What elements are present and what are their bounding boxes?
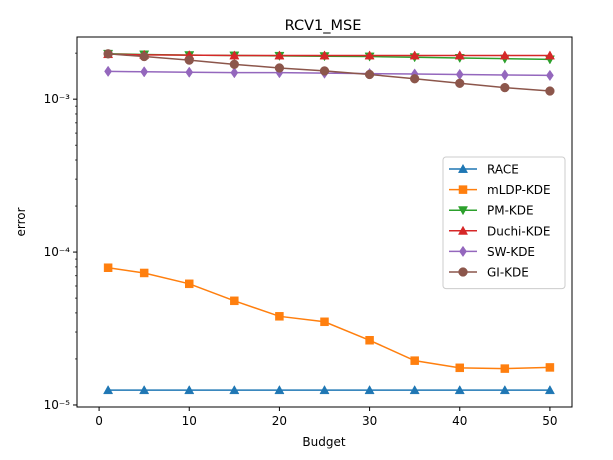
x-axis-label: Budget [302, 435, 345, 449]
data-point [230, 296, 239, 306]
x-tick-label: 30 [362, 414, 377, 428]
data-point [274, 63, 285, 73]
data-point [500, 82, 510, 93]
y-tick-label: 10⁻³ [44, 92, 71, 106]
legend-item: GI-KDE [449, 266, 529, 280]
data-point [185, 279, 194, 289]
data-point [185, 66, 194, 78]
data-point [229, 50, 240, 60]
x-tick-label: 40 [452, 414, 467, 428]
series-line [108, 53, 550, 57]
legend-marker [459, 245, 467, 258]
data-point [184, 55, 194, 65]
data-point [545, 363, 555, 372]
legend-label: Duchi-KDE [487, 224, 550, 238]
legend-marker [457, 206, 469, 216]
legend-item: Duchi-KDE [449, 224, 550, 238]
legend-marker [458, 267, 468, 277]
data-point [140, 66, 149, 78]
data-point [410, 74, 420, 84]
legend-label: SW-KDE [487, 245, 535, 259]
y-axis-ticks: 10⁻⁵ 10⁻⁴ 10⁻³ [44, 52, 77, 412]
x-tick-label: 10 [182, 414, 197, 428]
series-mldp-kde [103, 263, 555, 373]
data-point [500, 364, 510, 373]
data-point [230, 67, 239, 79]
data-point [229, 59, 239, 69]
data-point [275, 312, 284, 321]
series-race [103, 385, 555, 395]
data-point [544, 385, 555, 395]
series-gi-kde [103, 49, 555, 96]
legend-marker [457, 163, 469, 173]
series-sw-kde [104, 65, 554, 82]
data-point [320, 317, 329, 327]
legend-item: PM-KDE [449, 204, 534, 218]
data-point [104, 65, 113, 77]
data-point [365, 336, 374, 345]
data-point [319, 66, 330, 76]
plot-area [103, 49, 555, 395]
plot-frame [76, 36, 573, 408]
data-point [103, 385, 114, 395]
legend-label: RACE [487, 163, 519, 177]
legend: RACE mLDP-KDE PM-KDE Duchi-KDE SW-KDE GI-KDE [442, 156, 566, 290]
legend-label: GI-KDE [487, 266, 529, 280]
data-point [499, 385, 510, 395]
data-point [455, 363, 464, 373]
data-point [139, 268, 149, 278]
legend-marker [457, 225, 469, 235]
data-point [499, 50, 510, 60]
x-tick-label: 0 [95, 414, 103, 428]
data-point [229, 385, 240, 395]
legend-label: PM-KDE [487, 204, 534, 218]
data-point [103, 263, 113, 272]
legend-item: SW-KDE [449, 245, 535, 259]
legend-item: RACE [449, 163, 519, 177]
x-axis-ticks: 0 10 20 30 40 50 [95, 407, 558, 428]
data-point [364, 385, 375, 395]
data-point [319, 50, 330, 60]
x-tick-label: 50 [542, 414, 557, 428]
data-point [184, 385, 195, 395]
data-point [455, 78, 465, 88]
data-point [274, 385, 285, 395]
y-tick-label: 10⁻⁴ [44, 245, 71, 259]
data-point [139, 51, 149, 62]
legend-item: mLDP-KDE [449, 183, 551, 197]
data-point [319, 385, 330, 395]
y-tick-label: 10⁻⁵ [44, 398, 71, 412]
data-point [544, 50, 555, 60]
data-point [274, 50, 285, 60]
data-point [545, 86, 555, 96]
data-point [546, 69, 554, 82]
data-point [103, 49, 113, 59]
data-point [454, 385, 465, 395]
series-pm-kde [103, 49, 555, 65]
chart-title: RCV1_MSE [285, 18, 362, 34]
legend-marker [458, 185, 468, 194]
data-point [500, 69, 509, 81]
x-tick-label: 20 [272, 414, 287, 428]
data-point [409, 50, 420, 60]
data-point [455, 68, 464, 81]
data-point [410, 356, 419, 365]
data-point [139, 385, 150, 395]
data-point [409, 385, 420, 395]
data-point [364, 69, 375, 80]
data-point [364, 50, 375, 60]
data-point [454, 50, 465, 60]
y-axis-label: error [14, 207, 28, 236]
legend-label: mLDP-KDE [487, 183, 551, 197]
